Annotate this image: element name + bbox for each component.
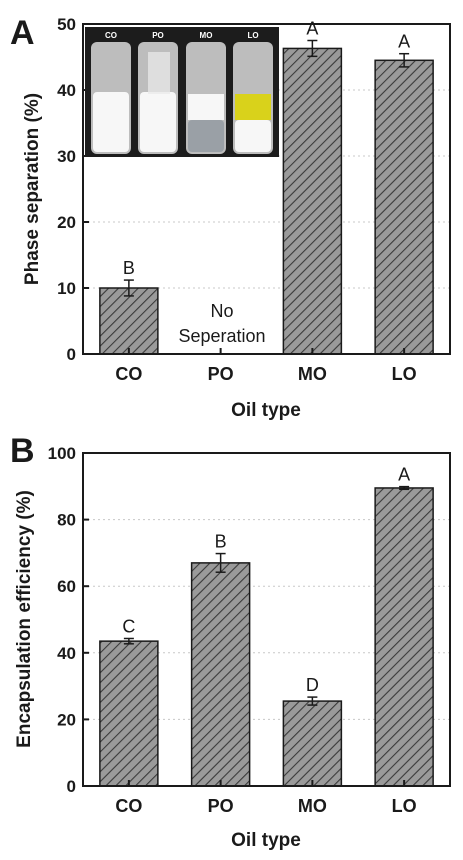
y-tick-label: 40 — [57, 81, 76, 100]
y-axis-title-a: Phase separation (%) — [22, 93, 43, 285]
error-bars-b — [123, 485, 410, 706]
y-tick-label: 20 — [57, 213, 76, 232]
y-tick-label: 0 — [67, 777, 76, 796]
bar-mo — [282, 47, 343, 355]
inset-vials-photo: CO PO MO LO — [85, 27, 279, 157]
bar-co — [99, 640, 159, 787]
plot-frame-a — [82, 23, 451, 355]
panel-letter-b: B — [10, 432, 35, 470]
no-separation-line-1: No — [210, 301, 233, 321]
significance-labels-b: C B D A — [122, 465, 410, 695]
significance-label: D — [306, 675, 319, 695]
y-tick-label: 40 — [57, 644, 76, 663]
bar-lo — [374, 487, 434, 787]
x-tick-label: MO — [298, 796, 327, 816]
panel-b: B C B D A 0 20 40 60 80 100 CO PO MO LO Encapsulati… — [10, 432, 451, 851]
vial-label-po: PO — [152, 31, 164, 40]
y-tick-label: 10 — [57, 279, 76, 298]
significance-label: A — [306, 19, 318, 39]
x-tick-label: PO — [208, 364, 234, 384]
significance-label: A — [398, 32, 410, 52]
y-tick-label: 0 — [67, 345, 76, 364]
significance-label: C — [122, 616, 135, 636]
x-tick-label: CO — [115, 796, 142, 816]
y-tick-label: 50 — [57, 15, 76, 34]
error-bars-a — [123, 39, 410, 297]
significance-label: B — [123, 258, 135, 278]
bar-lo — [374, 59, 434, 355]
x-ticks-a: CO PO MO LO — [115, 348, 417, 384]
y-axis-title-b: Encapsulation efficiency (%) — [14, 490, 35, 748]
vial-label-lo: LO — [247, 31, 258, 40]
y-tick-label: 30 — [57, 147, 76, 166]
vial-label-mo: MO — [200, 31, 213, 40]
vial-lo: LO — [233, 31, 273, 154]
bar-mo — [282, 700, 343, 787]
x-tick-label: PO — [208, 796, 234, 816]
y-tick-label: 60 — [57, 577, 76, 596]
vial-po: PO — [138, 31, 178, 154]
panel-letter-a: A — [10, 14, 35, 52]
vial-mo: MO — [186, 31, 226, 154]
bars-b — [99, 487, 434, 787]
panel-a: A B A A 0 10 20 30 40 50 CO PO MO LO Phase separat… — [10, 14, 451, 421]
vial-label-co: CO — [105, 31, 117, 40]
bar-po — [190, 562, 251, 787]
x-tick-label: LO — [392, 796, 417, 816]
x-tick-label: LO — [392, 364, 417, 384]
x-tick-label: MO — [298, 364, 327, 384]
plot-frame-b — [82, 452, 451, 787]
vial-co: CO — [91, 31, 131, 154]
no-separation-line-2: Seperation — [178, 326, 265, 346]
y-ticks-b: 0 20 40 60 80 100 — [48, 444, 89, 796]
y-tick-label: 20 — [57, 710, 76, 729]
y-tick-label: 80 — [57, 511, 76, 530]
x-axis-title-a: Oil type — [231, 400, 301, 421]
x-axis-title-b: Oil type — [231, 830, 301, 851]
y-ticks-a: 0 10 20 30 40 50 — [57, 15, 89, 364]
y-tick-label: 100 — [48, 444, 76, 463]
x-tick-label: CO — [115, 364, 142, 384]
significance-label: A — [398, 465, 410, 485]
bar-co — [99, 287, 159, 355]
significance-label: B — [215, 532, 227, 552]
